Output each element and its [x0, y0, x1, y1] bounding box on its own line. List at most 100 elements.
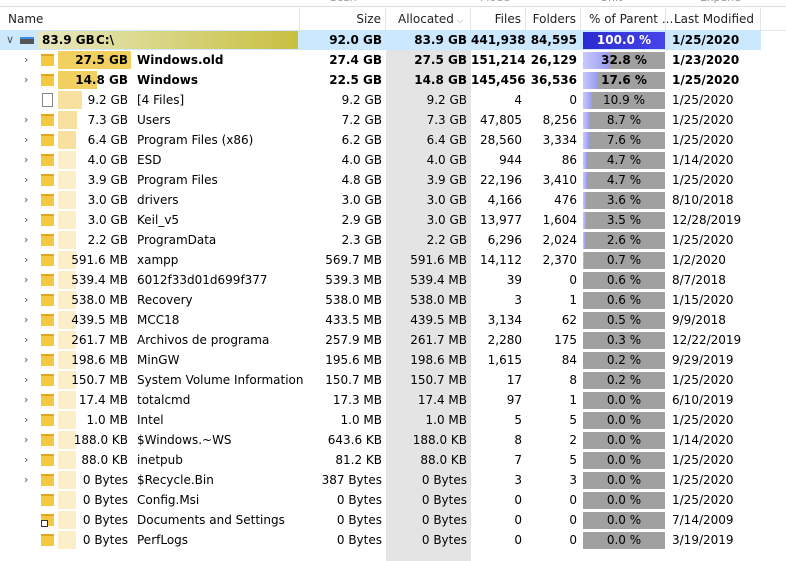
folder-icon — [41, 354, 54, 366]
toolbar-label[interactable]: Expand — [700, 0, 741, 5]
item-name[interactable]: MCC18 — [137, 313, 180, 327]
expand-arrow[interactable]: › — [24, 453, 29, 466]
percent-box — [583, 372, 665, 389]
expand-arrow[interactable]: ∨ — [6, 33, 15, 46]
expand-arrow[interactable]: › — [24, 473, 29, 486]
size-label: 0 Bytes — [82, 533, 128, 547]
percent-box — [583, 472, 665, 489]
item-name[interactable]: Keil_v5 — [137, 213, 180, 227]
item-name[interactable]: ESD — [137, 153, 162, 167]
files: 28,560 — [480, 133, 522, 147]
toolbar-label[interactable]: Scan — [330, 0, 357, 5]
item-name[interactable]: inetpub — [137, 453, 183, 467]
expand-arrow[interactable]: › — [24, 253, 29, 266]
expand-arrow[interactable]: › — [24, 373, 29, 386]
folder-icon — [41, 334, 54, 346]
item-name[interactable]: MinGW — [137, 353, 180, 367]
expand-arrow[interactable]: › — [24, 393, 29, 406]
files: 0 — [514, 533, 522, 547]
item-name[interactable]: drivers — [137, 193, 179, 207]
folder-icon — [41, 374, 54, 386]
drive-icon — [20, 37, 34, 44]
expand-arrow[interactable]: › — [24, 133, 29, 146]
item-name[interactable]: Archivos de programa — [137, 333, 270, 347]
expand-arrow[interactable]: › — [24, 273, 29, 286]
last-modified: 1/25/2020 — [672, 493, 734, 507]
item-name[interactable]: Windows.old — [137, 53, 224, 67]
expand-arrow[interactable]: › — [24, 113, 29, 126]
column-header[interactable]: Allocated ⌵ — [386, 8, 471, 31]
percent-box — [583, 492, 665, 509]
item-name[interactable]: $Recycle.Bin — [137, 473, 214, 487]
file-icon — [42, 93, 53, 107]
last-modified: 9/29/2019 — [672, 353, 734, 367]
item-name[interactable]: Program Files (x86) — [137, 133, 254, 147]
size-bar — [58, 91, 83, 109]
expand-arrow[interactable]: › — [24, 293, 29, 306]
expand-arrow[interactable]: › — [24, 333, 29, 346]
folders: 84 — [561, 353, 577, 367]
column-header[interactable]: Folders — [526, 8, 581, 31]
allocated: 1.0 MB — [425, 413, 467, 427]
item-name[interactable]: Recovery — [137, 293, 193, 307]
item-name[interactable]: 6012f33d01d699f377 — [137, 273, 268, 287]
item-name[interactable]: C:\ — [96, 33, 114, 47]
item-name[interactable]: Program Files — [137, 173, 218, 187]
item-name[interactable]: Users — [137, 113, 171, 127]
expand-arrow[interactable]: › — [24, 353, 29, 366]
expand-arrow[interactable]: › — [24, 153, 29, 166]
size: 433.5 MB — [325, 313, 382, 327]
item-name[interactable]: totalcmd — [137, 393, 191, 407]
percent-box — [583, 72, 665, 89]
folder-icon — [41, 454, 54, 466]
folders: 36,536 — [530, 73, 577, 87]
size-label: 150.7 MB — [71, 373, 128, 387]
folders: 0 — [569, 493, 577, 507]
expand-arrow[interactable]: › — [24, 73, 29, 86]
item-name[interactable]: System Volume Information — [137, 373, 304, 387]
expand-arrow[interactable]: › — [24, 53, 29, 66]
allocated: 6.4 GB — [426, 133, 467, 147]
files: 8 — [514, 433, 522, 447]
folder-icon — [41, 394, 54, 406]
percent-box — [583, 252, 665, 269]
column-header[interactable]: Size — [300, 8, 386, 31]
expand-arrow[interactable]: › — [24, 233, 29, 246]
toolbar-label[interactable]: Mode — [480, 0, 510, 5]
percent-box — [583, 152, 665, 169]
item-name[interactable]: Documents and Settings — [137, 513, 285, 527]
percent-box — [583, 512, 665, 529]
files: 151,214 — [471, 53, 526, 67]
column-header[interactable]: Name — [0, 8, 300, 31]
size-bar — [58, 491, 76, 509]
item-name[interactable]: Config.Msi — [137, 493, 200, 507]
item-name[interactable]: Intel — [137, 413, 164, 427]
item-name[interactable]: PerfLogs — [137, 533, 189, 547]
expand-arrow[interactable]: › — [24, 173, 29, 186]
expand-arrow[interactable]: › — [24, 213, 29, 226]
expand-arrow[interactable]: › — [24, 193, 29, 206]
column-header[interactable]: Files — [471, 8, 526, 31]
percent: 0.0 % — [606, 433, 642, 447]
expand-arrow[interactable]: › — [24, 413, 29, 426]
size-label: 591.6 MB — [71, 253, 128, 267]
toolbar-label[interactable]: Unit — [600, 0, 622, 5]
percent: 0.3 % — [606, 333, 642, 347]
expand-arrow[interactable]: › — [24, 313, 29, 326]
percent-box — [583, 52, 665, 69]
percent: 0.6 % — [606, 293, 642, 307]
column-header[interactable]: Last Modified — [666, 8, 761, 31]
size-label: 539.4 MB — [71, 273, 128, 287]
size-label: 0 Bytes — [82, 493, 128, 507]
expand-arrow[interactable]: › — [24, 433, 29, 446]
allocated: 17.4 MB — [417, 393, 467, 407]
item-name[interactable]: xampp — [137, 253, 179, 267]
item-name[interactable]: [4 Files] — [137, 93, 185, 107]
column-header[interactable]: % of Parent ... — [581, 8, 673, 31]
item-name[interactable]: ProgramData — [137, 233, 217, 247]
item-name[interactable]: Windows — [137, 73, 198, 87]
percent-box — [583, 392, 665, 409]
item-name[interactable]: $Windows.~WS — [137, 433, 232, 447]
last-modified: 1/14/2020 — [672, 433, 734, 447]
folders: 84,595 — [530, 33, 577, 47]
